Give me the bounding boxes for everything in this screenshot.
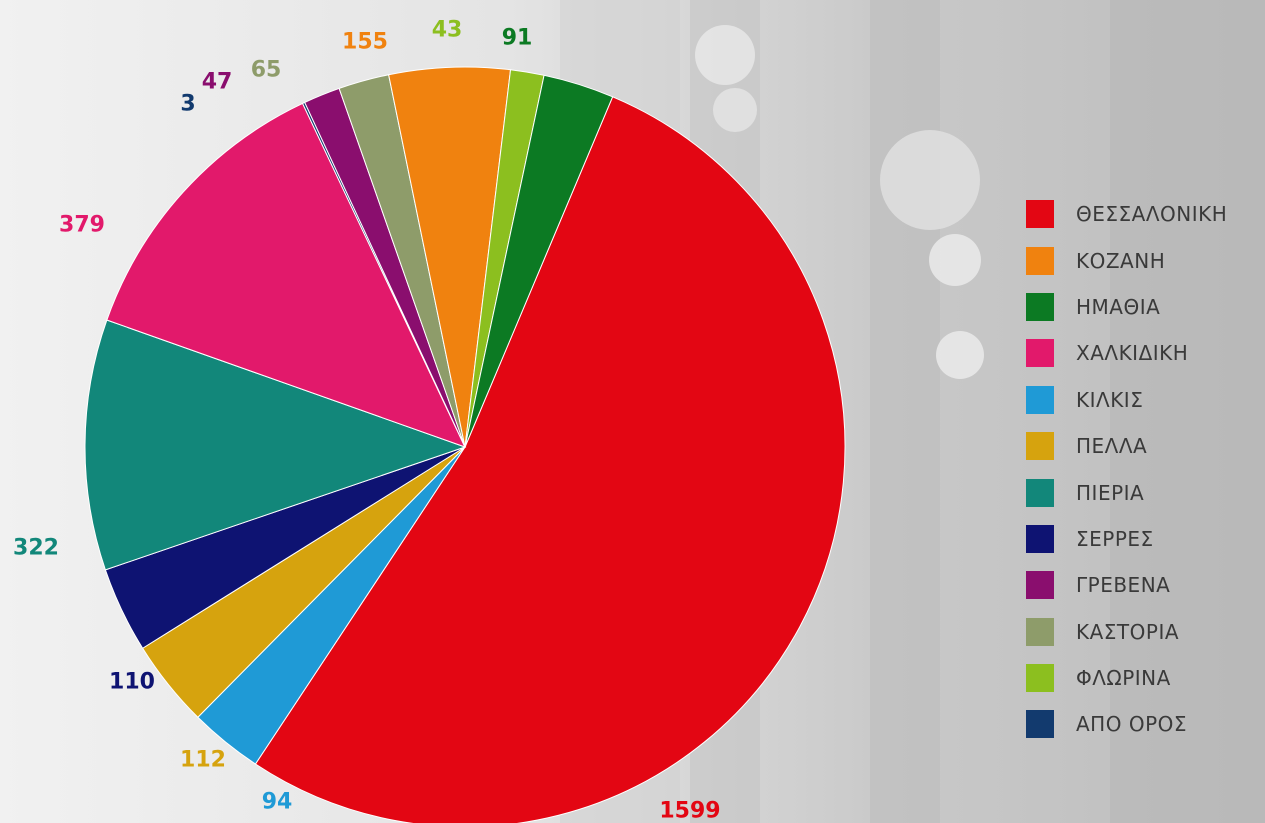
legend-item: ΠΙΕΡΙΑ (1026, 469, 1227, 515)
slice-value-label: 47 (202, 70, 233, 95)
legend-label: ΦΛΩΡΙΝΑ (1076, 666, 1171, 691)
legend-label: ΚΟΖΑΝΗ (1076, 248, 1166, 273)
slice-value-label: 91 (502, 26, 533, 51)
slice-value-label: 112 (180, 748, 226, 773)
legend-item: ΠΕΛΛΑ (1026, 423, 1227, 469)
slice-value-label: 155 (342, 30, 388, 55)
legend-swatch (1026, 524, 1054, 553)
legend-label: ΘΕΣΣΑΛΟΝΙΚΗ (1076, 202, 1228, 227)
chart-legend: ΘΕΣΣΑΛΟΝΙΚΗ ΚΟΖΑΝΗ ΗΜΑΘΙΑ ΧΑΛΚΙΔΙΚΗ ΚΙΛΚΙΣ ΠΕ… (1026, 191, 1227, 748)
legend-swatch (1026, 710, 1054, 739)
legend-item: ΗΜΑΘΙΑ (1026, 284, 1227, 330)
legend-item: ΓΡΕΒΕΝΑ (1026, 562, 1227, 608)
legend-item: ΑΠΟ ΟΡΟΣ (1026, 701, 1227, 747)
pie-slice-3 (106, 102, 466, 448)
legend-label: ΓΡΕΒΕΝΑ (1076, 573, 1171, 598)
legend-item: ΚΑΣΤΟΡΙΑ (1026, 609, 1227, 655)
legend-label: ΧΑΛΚΙΔΙΚΗ (1076, 341, 1189, 366)
slice-value-label: 110 (109, 670, 155, 695)
legend-item: ΧΑΛΚΙΔΙΚΗ (1026, 330, 1227, 376)
legend-label: ΣΕΡΡΕΣ (1076, 526, 1154, 551)
legend-swatch (1026, 200, 1054, 229)
legend-swatch (1026, 246, 1054, 275)
legend-swatch (1026, 664, 1054, 693)
slice-value-label: 94 (262, 790, 293, 815)
legend-swatch (1026, 292, 1054, 321)
slice-value-label: 65 (251, 58, 282, 83)
legend-label: ΚΑΣΤΟΡΙΑ (1076, 619, 1180, 644)
legend-item: ΚΙΛΚΙΣ (1026, 377, 1227, 423)
legend-swatch (1026, 385, 1054, 414)
legend-swatch (1026, 339, 1054, 368)
slice-value-label: 43 (432, 18, 463, 43)
legend-swatch (1026, 617, 1054, 646)
legend-label: ΚΙΛΚΙΣ (1076, 387, 1144, 412)
legend-item: ΘΕΣΣΑΛΟΝΙΚΗ (1026, 191, 1227, 237)
legend-swatch (1026, 432, 1054, 461)
legend-item: ΦΛΩΡΙΝΑ (1026, 655, 1227, 701)
legend-swatch (1026, 478, 1054, 507)
legend-label: ΗΜΑΘΙΑ (1076, 294, 1161, 319)
legend-item: ΚΟΖΑΝΗ (1026, 237, 1227, 283)
pie-slice-2 (464, 74, 614, 448)
legend-swatch (1026, 571, 1054, 600)
slice-value-label: 379 (59, 213, 105, 238)
slice-value-label: 1599 (659, 799, 720, 823)
legend-item: ΣΕΡΡΕΣ (1026, 516, 1227, 562)
pie-slice-0 (254, 96, 846, 823)
slice-value-label: 322 (13, 536, 59, 561)
pie-slice-6 (84, 319, 467, 571)
slice-value-label: 3 (180, 92, 195, 117)
legend-label: ΠΕΛΛΑ (1076, 434, 1148, 459)
legend-label: ΑΠΟ ΟΡΟΣ (1076, 712, 1188, 737)
legend-label: ΠΙΕΡΙΑ (1076, 480, 1145, 505)
